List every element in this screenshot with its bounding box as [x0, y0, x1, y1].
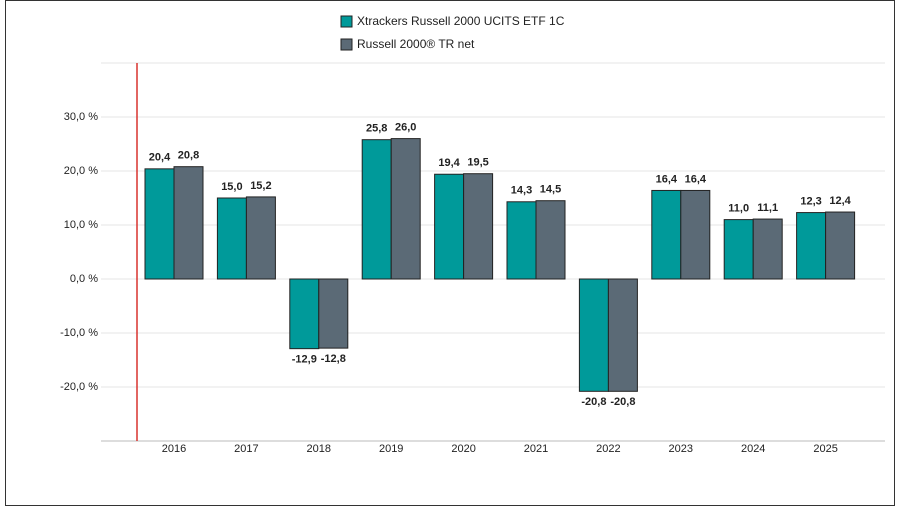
legend-label: Russell 2000® TR net [357, 37, 475, 51]
x-tick-label: 2020 [451, 443, 475, 455]
value-label: 14,3 [511, 185, 532, 197]
bar [289, 278, 320, 350]
bar [723, 219, 754, 280]
value-label: 12,4 [829, 195, 851, 207]
bar [752, 218, 783, 280]
bar [216, 197, 247, 280]
bar [361, 139, 392, 280]
value-label: 15,0 [221, 181, 242, 193]
value-label: -12,9 [292, 354, 317, 366]
value-label: 16,4 [685, 173, 707, 185]
value-label: 25,8 [366, 123, 387, 135]
bar [318, 278, 349, 349]
legend-label: Xtrackers Russell 2000 UCITS ETF 1C [357, 14, 565, 28]
x-tick-label: 2018 [307, 443, 331, 455]
bar [506, 201, 537, 280]
y-tick-label: 30,0 % [64, 111, 98, 123]
y-tick-label: 0,0 % [70, 273, 98, 285]
x-tick-label: 2021 [524, 443, 548, 455]
value-label: 20,8 [178, 150, 199, 162]
value-label: 16,4 [656, 173, 678, 185]
x-tick-label: 2025 [813, 443, 837, 455]
value-label: 12,3 [800, 195, 821, 207]
value-label: 15,2 [250, 180, 271, 192]
bar [578, 278, 609, 392]
bar [825, 211, 856, 280]
x-tick-label: 2019 [379, 443, 403, 455]
value-label: 11,1 [757, 202, 778, 214]
x-tick-label: 2016 [162, 443, 186, 455]
bar [796, 212, 827, 280]
bar [651, 189, 682, 280]
value-label: 14,5 [540, 184, 561, 196]
bar [463, 173, 494, 280]
y-tick-label: -20,0 % [60, 381, 98, 393]
bar [390, 138, 421, 280]
bar [173, 166, 204, 280]
x-tick-label: 2023 [669, 443, 693, 455]
x-tick-label: 2022 [596, 443, 620, 455]
value-label: -12,8 [321, 353, 346, 365]
legend-swatch [340, 38, 353, 51]
legend-swatch [340, 15, 353, 28]
x-tick-label: 2017 [234, 443, 258, 455]
y-tick-label: 10,0 % [64, 219, 98, 231]
value-label: -20,8 [581, 396, 606, 408]
bar [144, 168, 175, 280]
bar [535, 200, 566, 280]
value-label: 11,0 [728, 203, 749, 215]
bar [434, 173, 465, 280]
value-label: 19,5 [467, 157, 488, 169]
value-label: -20,8 [610, 396, 635, 408]
value-label: 20,4 [149, 152, 171, 164]
value-label: 19,4 [438, 157, 460, 169]
y-tick-label: 20,0 % [64, 165, 98, 177]
x-tick-label: 2024 [741, 443, 765, 455]
bar [680, 189, 711, 280]
bar [607, 278, 638, 392]
y-tick-label: -10,0 % [60, 327, 98, 339]
bar [245, 196, 276, 280]
value-label: 26,0 [395, 122, 416, 134]
